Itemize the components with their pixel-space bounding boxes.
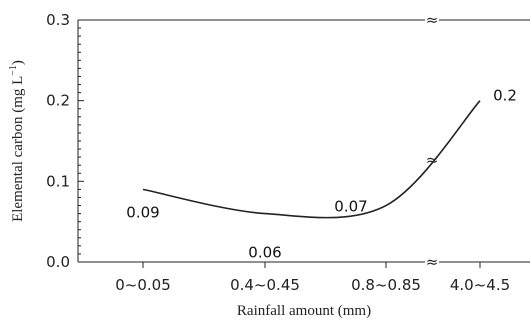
y-tick-label: 0.0: [46, 253, 70, 271]
y-axis-label: Elemental carbon (mg L−1): [8, 60, 26, 222]
data-labels: 0.09 0.06 0.07 0.2: [126, 87, 517, 262]
data-label: 0.2: [493, 87, 517, 105]
y-tick-label: 0.1: [46, 172, 70, 190]
y-ticks: 0.0 0.1 0.2 0.3: [46, 11, 84, 271]
axis-break-gap: [425, 154, 439, 166]
y-axis-label-close: ): [10, 60, 26, 65]
data-label: 0.07: [334, 198, 367, 216]
data-label: 0.06: [248, 244, 281, 262]
axis-break-mark: ≈: [426, 11, 439, 29]
x-axis-label: Rainfall amount (mm): [237, 303, 371, 319]
data-label: 0.09: [126, 203, 159, 221]
y-tick-label: 0.2: [46, 92, 70, 110]
axis-break-gap: [425, 256, 439, 268]
y-axis-label-sup: −1: [8, 65, 19, 76]
axis-break-gap: [425, 14, 439, 26]
axis-break-mark: ≈: [426, 253, 439, 271]
y-tick-label: 0.3: [46, 11, 70, 29]
axis-break-mark: ≈: [426, 151, 439, 169]
series-line: [142, 100, 481, 219]
x-tick-label: 4.0~4.5: [450, 276, 510, 294]
x-tick-label: 0.4~0.45: [230, 276, 300, 294]
x-ticks: 0~0.05 0.4~0.45 0.8~0.85 4.0~4.5: [115, 262, 510, 294]
x-tick-label: 0~0.05: [115, 276, 171, 294]
y-axis-label-main: Elemental carbon (mg L: [10, 76, 26, 222]
axis-breaks: ≈ ≈ ≈: [425, 11, 439, 271]
x-tick-label: 0.8~0.85: [351, 276, 421, 294]
